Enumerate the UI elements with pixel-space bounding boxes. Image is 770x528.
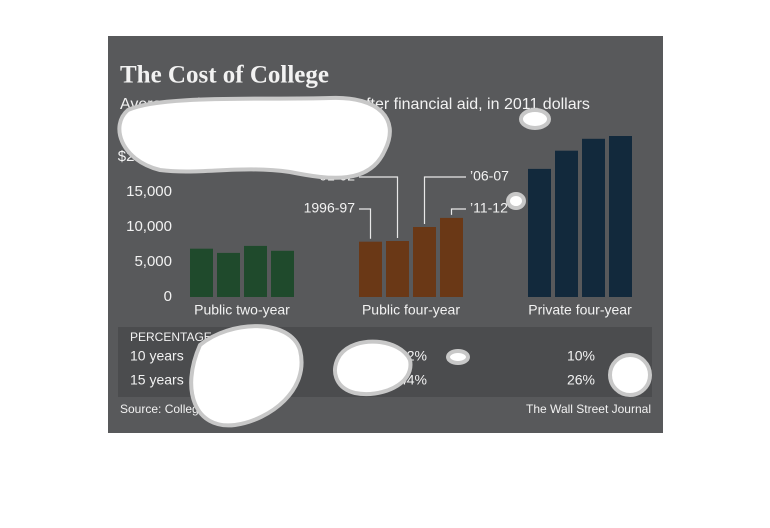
chart-title: The Cost of College [120,62,329,89]
redaction-blob [117,95,392,180]
redaction-blob [506,192,526,210]
x-tick-label: Private four-year [528,302,632,318]
row-label: 10 years [130,348,184,364]
table-cell: 10% [567,348,595,364]
credit: The Wall Street Journal [526,402,651,416]
bar [582,138,605,297]
redaction-blob [333,339,413,396]
bar [271,250,294,297]
redaction-blob [608,353,652,397]
bar [190,248,213,297]
bar [359,241,382,297]
series-label: 1996-97 [304,200,356,216]
leader-line [359,176,399,238]
redaction-blob [189,324,304,428]
series-label: ’06-07 [470,168,509,184]
leader-line [359,208,372,239]
redaction-blob [446,349,470,365]
redaction [117,95,652,428]
bar [413,227,436,297]
bar [217,252,240,297]
series-label: ’11-12 [470,200,508,216]
redaction-blob [519,108,551,130]
leader-line [423,176,466,224]
y-tick-label: 10,000 [126,218,172,235]
y-tick-label: 5,000 [134,253,172,270]
x-tick-label: Public four-year [362,302,460,318]
bar [609,136,632,297]
row-label: 15 years [130,372,184,388]
bar [528,168,551,297]
y-tick-label: 15,000 [126,183,172,200]
bar [555,150,578,297]
bar [244,245,267,297]
leader-line [450,208,466,215]
bar [386,241,409,297]
bar [440,217,463,297]
y-tick-label: 0 [164,288,172,305]
x-tick-label: Public two-year [194,302,290,318]
table-cell: 26% [567,372,595,388]
